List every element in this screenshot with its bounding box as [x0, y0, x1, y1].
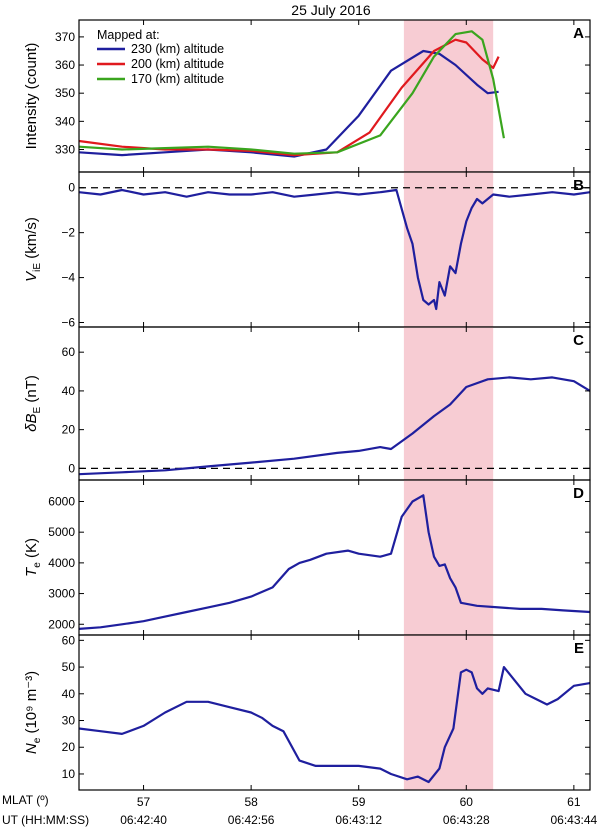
- y-axis-title: ViE (km/s): [23, 217, 43, 282]
- panel-frame: [78, 479, 591, 636]
- highlight-band: [403, 20, 494, 172]
- x-tick-label-mlat: 59: [352, 795, 366, 809]
- y-tick-label: 0: [68, 461, 75, 475]
- panel-b: −6 −4 −2 0 B ViE (km/s): [23, 171, 591, 330]
- y-tick-label: 40: [62, 384, 76, 398]
- y-tick-label: −6: [61, 316, 75, 330]
- y-tick-label: 40: [62, 687, 76, 701]
- panel-a: 330 340 350 360 370 A Intensity (count) Mapped …: [23, 19, 591, 173]
- panel-letter: C: [573, 332, 584, 349]
- panel-frame: [78, 634, 591, 791]
- x-tick-label-mlat: 57: [137, 795, 151, 809]
- series-line-d-1: [78, 494, 591, 630]
- y-tick-label: 340: [55, 114, 75, 128]
- highlight-band: [403, 635, 494, 790]
- series-line-a-2: [78, 38, 500, 157]
- y-tick-label: 60: [62, 633, 76, 647]
- panel-e: 10 20 30 40 50 60 E Ne (10⁹ m⁻³) 57 06:42:40 58 06:…: [23, 633, 598, 827]
- y-tick-label: 10: [62, 767, 76, 781]
- y-tick-label: 0: [68, 181, 75, 195]
- legend-entry: 230 (km) altitude: [131, 42, 224, 56]
- y-tick-label: 360: [55, 58, 75, 72]
- y-tick-label: 4000: [48, 556, 75, 570]
- y-tick-label: 60: [62, 345, 76, 359]
- y-axis-title: Intensity (count): [23, 43, 40, 150]
- highlight-band: [403, 327, 494, 480]
- series-line-a-1: [78, 49, 499, 158]
- x-tick-label-ut: 06:42:56: [228, 813, 275, 827]
- series-line-e-1: [78, 666, 591, 784]
- y-tick-label: −4: [61, 271, 75, 285]
- y-tick-label: 6000: [48, 494, 75, 508]
- y-axis-title: Te (K): [23, 538, 43, 577]
- x-tick-label-ut: 06:43:12: [335, 813, 382, 827]
- x-tick-label-mlat: 58: [244, 795, 258, 809]
- y-tick-label: −2: [61, 226, 75, 240]
- x-tick-label-ut: 06:43:28: [443, 813, 490, 827]
- legend-title: Mapped at:: [97, 28, 160, 42]
- y-tick-label: 5000: [48, 525, 75, 539]
- x-tick-label-ut: 06:42:40: [120, 813, 167, 827]
- highlight-band: [403, 480, 494, 635]
- y-tick-label: 370: [55, 30, 75, 44]
- y-axis-title: δBE (nT): [23, 375, 43, 432]
- panel-letter: B: [573, 177, 584, 194]
- y-tick-label: 50: [62, 660, 76, 674]
- y-tick-label: 20: [62, 740, 76, 754]
- x-tick-label-ut: 06:43:44: [551, 813, 598, 827]
- x-tick-label-mlat: 60: [460, 795, 474, 809]
- mlat-axis-title: MLAT (º): [2, 793, 49, 807]
- y-tick-label: 3000: [48, 587, 75, 601]
- legend-entry: 200 (km) altitude: [131, 57, 224, 71]
- series-line-b-1: [78, 188, 591, 311]
- panel-d: 2000 3000 4000 5000 6000 D Te (K): [23, 479, 591, 636]
- x-tick-label-mlat: 61: [567, 795, 581, 809]
- highlight-band: [403, 172, 494, 327]
- y-tick-label: 30: [62, 714, 76, 728]
- ut-axis-title: UT (HH:MM:SS): [2, 813, 89, 827]
- y-axis-title: Ne (10⁹ m⁻³): [23, 671, 43, 754]
- panel-letter: D: [573, 485, 584, 502]
- panel-letter: A: [573, 25, 584, 42]
- legend-entry: 170 (km) altitude: [131, 72, 224, 86]
- series-line-c-1: [78, 376, 591, 476]
- series-line-a-3: [78, 30, 505, 155]
- y-tick-label: 330: [55, 142, 75, 156]
- panel-frame: [78, 326, 591, 481]
- y-tick-label: 2000: [48, 617, 75, 631]
- figure-title: 25 July 2016: [291, 2, 371, 18]
- panel-letter: E: [574, 640, 584, 657]
- y-tick-label: 350: [55, 86, 75, 100]
- y-tick-label: 20: [62, 423, 76, 437]
